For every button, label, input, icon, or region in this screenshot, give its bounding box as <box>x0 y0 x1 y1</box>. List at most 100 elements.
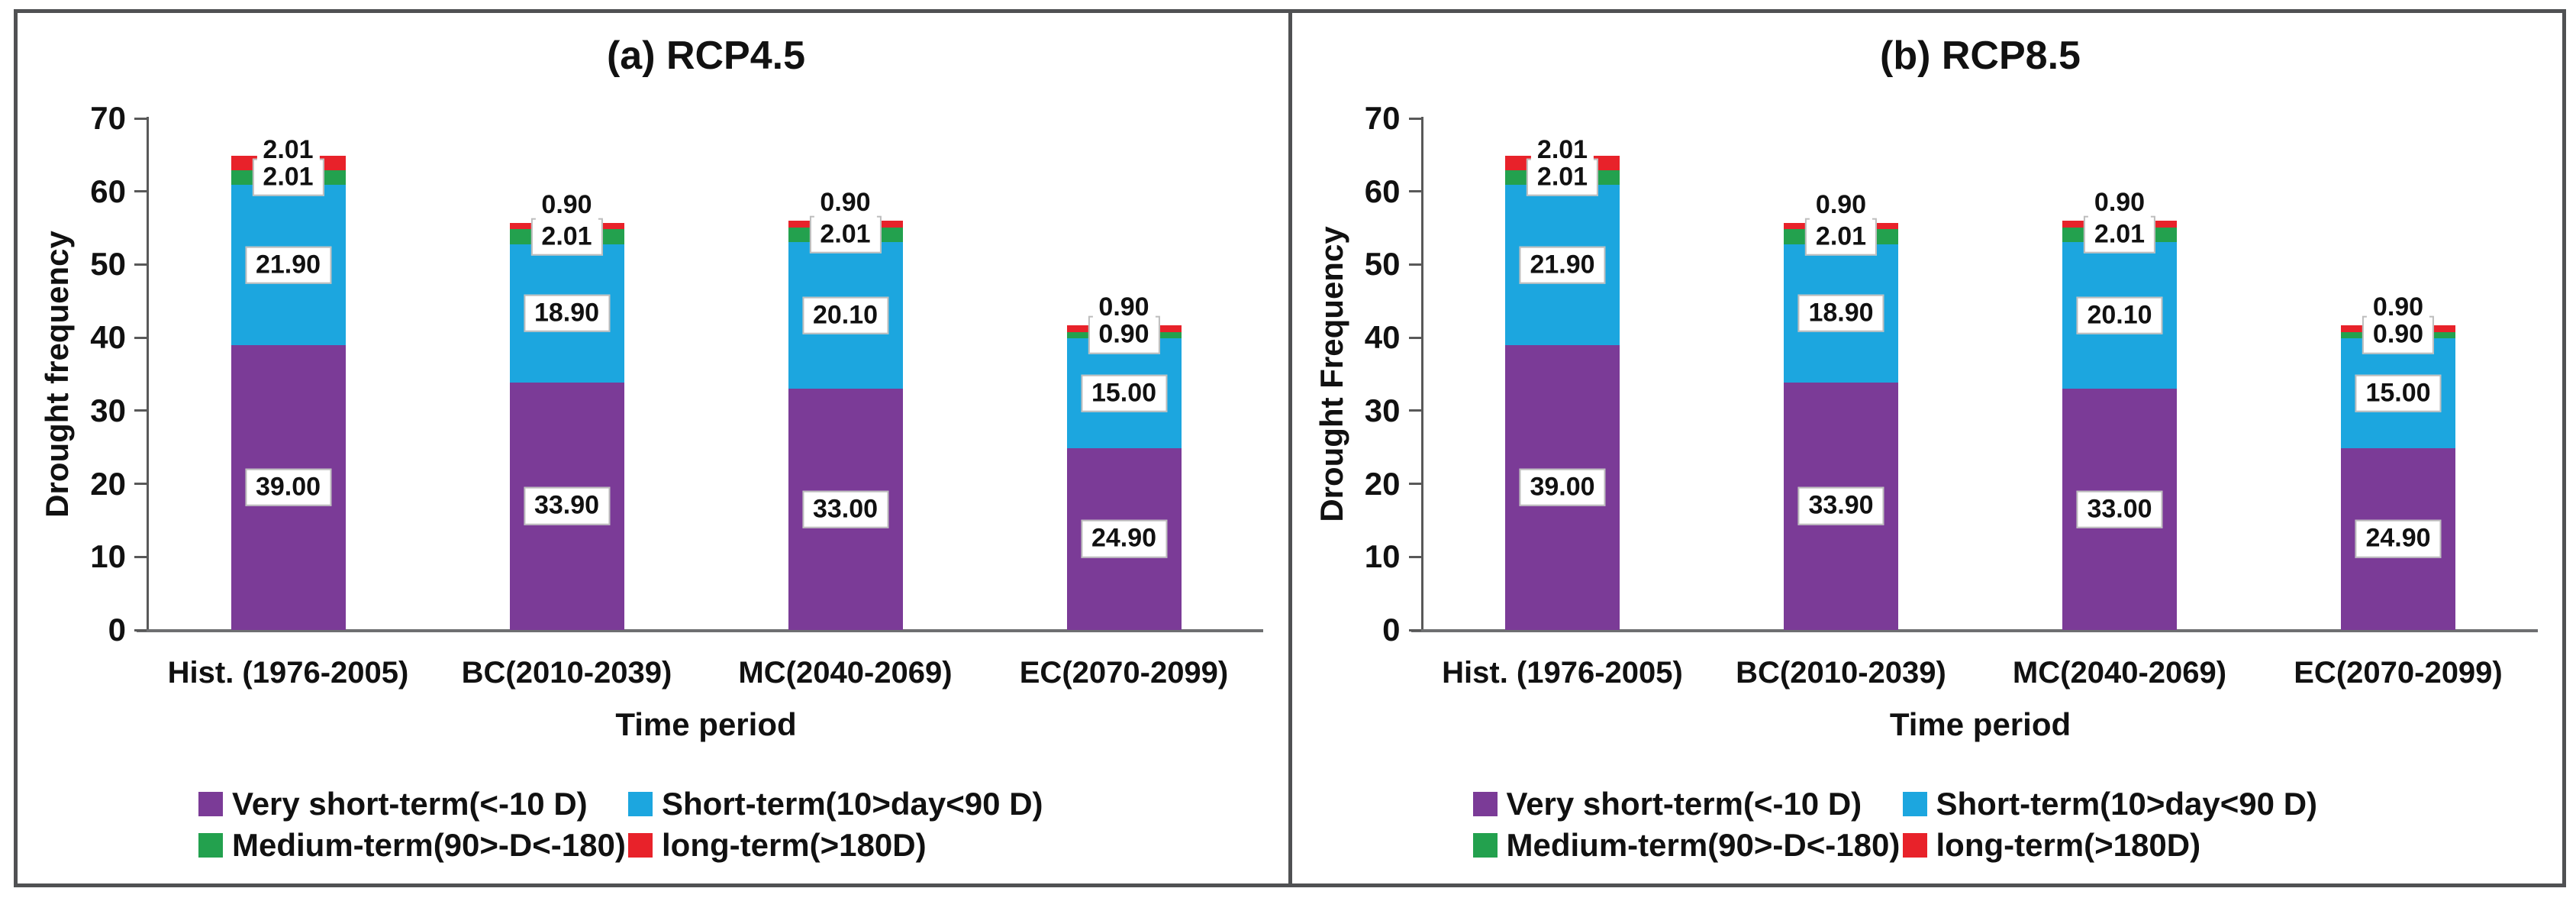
legend-item-long-term: long-term(>180D) <box>628 827 927 864</box>
y-tick <box>1408 555 1421 558</box>
data-label-outside: 0.90 <box>2088 187 2152 218</box>
legend-swatch-very-short-term-icon <box>198 792 223 816</box>
y-tick-label: 30 <box>1364 392 1401 428</box>
x-tick-label: MC(2040-2069) <box>2012 656 2227 690</box>
legend-swatch-short-term-icon <box>1902 792 1927 816</box>
data-label-outside: 2.01 <box>256 134 320 165</box>
data-label: 24.90 <box>1080 520 1168 558</box>
legend-item-very-short-term: Very short-term(<-10 D) <box>1472 786 1862 822</box>
y-tick-label: 10 <box>90 538 126 575</box>
legend-label: Very short-term(<-10 D) <box>232 786 588 822</box>
y-tick-label: 20 <box>90 465 126 502</box>
x-tick-label: Hist. (1976-2005) <box>1442 656 1683 690</box>
x-tick-label: Hist. (1976-2005) <box>167 656 409 690</box>
y-tick <box>1408 117 1421 120</box>
x-tick-label: MC(2040-2069) <box>738 656 953 690</box>
legend-label: Medium-term(90>-D<-180) <box>1506 827 1901 863</box>
y-tick <box>1408 190 1421 193</box>
y-tick-label: 0 <box>108 612 126 648</box>
data-label: 33.90 <box>1797 487 1884 525</box>
data-label: 2.01 <box>530 218 603 256</box>
y-tick-label: 50 <box>90 246 126 283</box>
x-axis-title-b: Time period <box>1889 706 2071 742</box>
data-label: 0.90 <box>2362 316 2435 354</box>
y-tick-label: 40 <box>1364 319 1401 356</box>
data-label: 18.90 <box>523 294 611 332</box>
data-label: 15.00 <box>2355 374 2442 412</box>
data-label-outside: 0.90 <box>1809 189 1873 220</box>
y-tick-label: 60 <box>1364 173 1401 209</box>
y-tick-label: 10 <box>1364 538 1401 575</box>
legend-swatch-long-term-icon <box>1902 833 1927 858</box>
legend-label: Very short-term(<-10 D) <box>1506 786 1862 822</box>
y-tick <box>1408 483 1421 486</box>
figure-frame: (a) RCP4.5 Drought frequency Time period… <box>14 9 2566 887</box>
data-label: 0.90 <box>1088 316 1160 354</box>
y-tick-label: 30 <box>90 392 126 428</box>
legend-item-short-term: Short-term(10>day<90 D) <box>628 786 1043 822</box>
y-tick <box>134 628 147 632</box>
data-label: 33.00 <box>2076 490 2163 528</box>
y-tick <box>134 263 147 266</box>
legend-item-long-term: long-term(>180D) <box>1902 827 2201 864</box>
legend-swatch-medium-term-icon <box>1472 833 1498 858</box>
data-label: 39.00 <box>1519 468 1606 507</box>
chart-title-a: (a) RCP4.5 <box>606 34 806 78</box>
data-label-outside: 0.90 <box>814 187 877 218</box>
y-tick <box>134 190 147 193</box>
y-tick-label: 60 <box>90 173 126 209</box>
y-axis-line <box>1420 117 1423 632</box>
y-tick <box>134 555 147 558</box>
legend-label: Medium-term(90>-D<-180) <box>232 827 626 863</box>
legend-item-medium-term: Medium-term(90>-D<-180) <box>1472 827 1901 864</box>
plot-area-b: Time period 0 10 20 30 40 50 60 70 39.00 21.90 2.0… <box>1365 102 2538 742</box>
legend-item-medium-term: Medium-term(90>-D<-180) <box>198 827 626 864</box>
data-label: 21.90 <box>244 246 332 284</box>
x-axis-line <box>137 629 1263 632</box>
data-label: 33.00 <box>801 490 889 528</box>
x-tick-label: BC(2010-2039) <box>1736 656 1946 690</box>
x-tick-label: EC(2070-2099) <box>1019 656 1229 690</box>
data-label: 2.01 <box>809 215 882 254</box>
data-label-outside: 0.90 <box>1092 292 1156 322</box>
plot-area-a: Time period 0 10 20 30 40 50 60 70 39.00 21.90 2.0… <box>90 102 1263 742</box>
y-axis-line <box>147 117 149 632</box>
legend-label: long-term(>180D) <box>662 827 927 863</box>
panel-rcp45: (a) RCP4.5 Drought frequency Time period… <box>18 13 1288 883</box>
y-tick <box>134 336 147 339</box>
data-label: 21.90 <box>1519 246 1606 284</box>
data-label-outside: 0.90 <box>535 189 598 220</box>
data-label: 24.90 <box>2355 520 2442 558</box>
data-label: 2.01 <box>1526 158 1599 197</box>
y-tick <box>134 117 147 120</box>
data-label: 39.00 <box>244 468 332 507</box>
data-label: 18.90 <box>1797 294 1884 332</box>
y-tick <box>134 409 147 412</box>
y-tick-label: 70 <box>90 100 126 136</box>
data-label: 2.01 <box>2083 215 2156 254</box>
y-tick <box>1408 628 1421 632</box>
legend-label: Short-term(10>day<90 D) <box>1936 786 2318 822</box>
y-tick-label: 0 <box>1382 612 1401 648</box>
data-label: 20.10 <box>801 296 889 334</box>
legend-swatch-long-term-icon <box>628 833 653 858</box>
data-label: 2.01 <box>1804 218 1878 256</box>
panel-rcp85: (b) RCP8.5 Drought Frequency Time period… <box>1288 13 2563 883</box>
x-axis-line <box>1411 629 2538 632</box>
legend-swatch-very-short-term-icon <box>1472 792 1498 816</box>
data-label-outside: 2.01 <box>1530 134 1594 165</box>
y-tick-label: 20 <box>1364 465 1401 502</box>
data-label: 15.00 <box>1080 374 1168 412</box>
x-tick-label: BC(2010-2039) <box>461 656 672 690</box>
legend-item-short-term: Short-term(10>day<90 D) <box>1902 786 2318 822</box>
data-label: 20.10 <box>2076 296 2163 334</box>
data-label-outside: 0.90 <box>2366 292 2430 322</box>
data-label: 33.90 <box>523 487 611 525</box>
legend-label: long-term(>180D) <box>1936 827 2201 863</box>
y-tick <box>134 483 147 486</box>
y-tick-label: 70 <box>1364 100 1401 136</box>
y-tick <box>1408 263 1421 266</box>
y-tick <box>1408 409 1421 412</box>
y-tick <box>1408 336 1421 339</box>
legend-label: Short-term(10>day<90 D) <box>662 786 1043 822</box>
